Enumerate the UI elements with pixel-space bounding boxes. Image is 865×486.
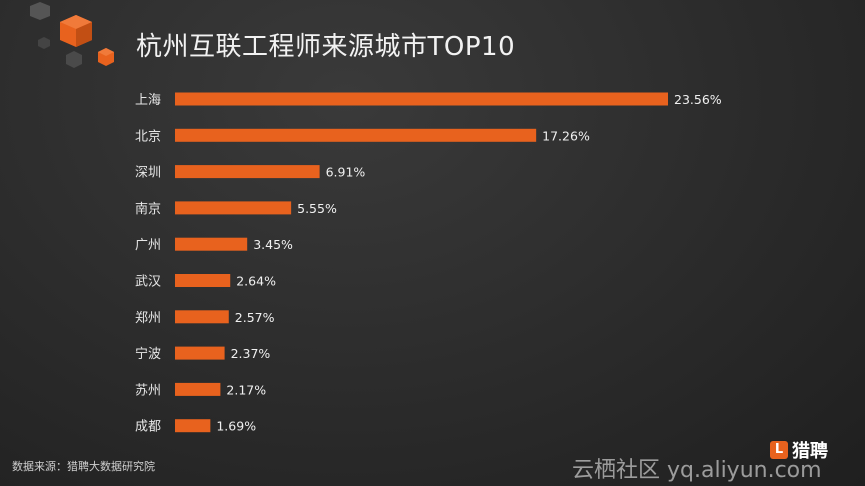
value-label: 5.55%	[297, 201, 337, 216]
brand-icon: L	[770, 441, 788, 459]
bar	[175, 92, 668, 106]
bar	[175, 419, 211, 433]
category-label: 上海	[135, 93, 161, 108]
value-label: 17.26%	[542, 128, 590, 143]
value-label: 3.45%	[253, 237, 293, 252]
bar	[175, 165, 320, 179]
category-label: 北京	[135, 129, 161, 144]
bar	[175, 346, 225, 360]
decorative-cubes	[30, 2, 114, 68]
value-label: 23.56%	[674, 92, 722, 107]
data-source-note: 数据来源：猎聘大数据研究院	[12, 460, 155, 473]
category-label: 宁波	[135, 346, 161, 362]
value-label: 2.57%	[235, 310, 275, 325]
bar	[175, 237, 248, 251]
category-label: 郑州	[135, 311, 161, 326]
bar	[175, 274, 231, 287]
category-label: 苏州	[135, 382, 161, 398]
bar	[175, 201, 292, 215]
category-label: 深圳	[135, 166, 161, 181]
bar	[175, 310, 229, 324]
bar	[175, 382, 221, 396]
category-label: 广州	[135, 238, 161, 253]
value-label: 1.69%	[216, 419, 256, 434]
value-label: 2.37%	[231, 346, 271, 361]
category-label: 成都	[135, 420, 161, 435]
value-label: 2.17%	[226, 382, 266, 397]
value-label: 6.91%	[326, 165, 366, 180]
bar	[175, 128, 537, 142]
chart-title: 杭州互联工程师来源城市TOP10	[136, 32, 516, 62]
value-label: 2.64%	[236, 274, 276, 289]
brand-name: 猎聘	[792, 441, 828, 462]
watermark: 云栖社区 yq.aliyun.com	[572, 458, 822, 483]
category-label: 南京	[135, 201, 161, 217]
category-label: 武汉	[135, 275, 161, 290]
brand-logo: L 猎聘	[770, 438, 828, 462]
